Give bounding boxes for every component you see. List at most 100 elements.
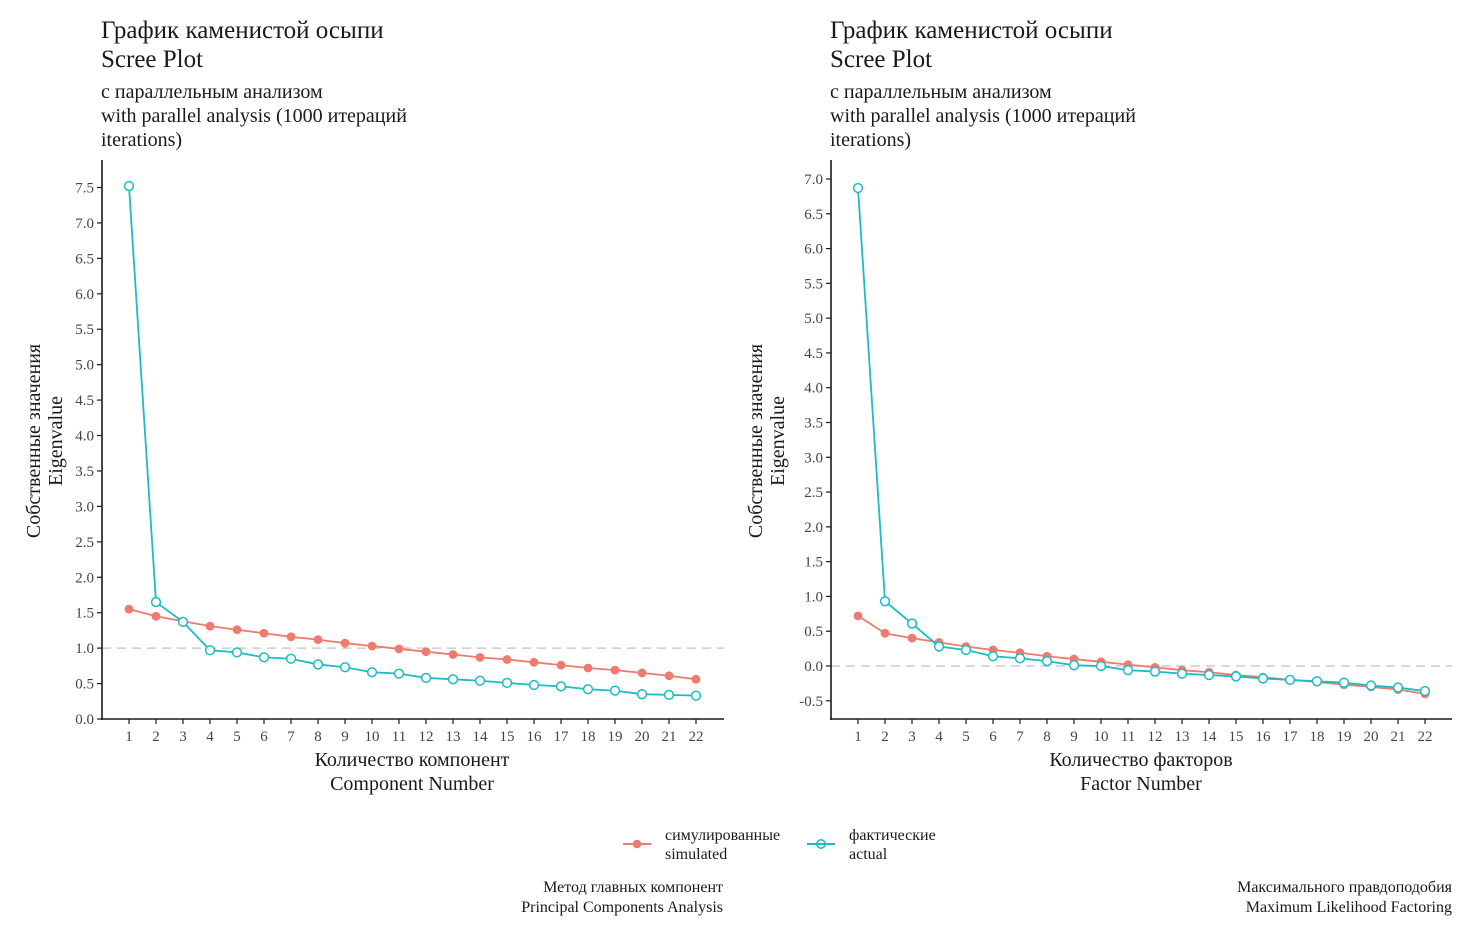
point-simulated: [367, 641, 377, 651]
chart-subtitle-ru: с параллельным анализом: [830, 81, 1052, 103]
method-caption-ru: Метод главных компонент: [543, 879, 723, 896]
panel-pca: График каменистой осыпи Scree Plot с пар…: [0, 0, 736, 937]
point-actual: [1338, 677, 1350, 688]
y-tick-label: 0.5: [75, 677, 94, 693]
x-tick-label: 8: [1043, 729, 1051, 745]
point-actual: [1041, 655, 1053, 667]
point-simulated: [205, 621, 215, 631]
x-tick-label: 11: [1121, 729, 1135, 745]
y-axis-label: Собственные значения: [745, 344, 767, 538]
x-tick-label: 6: [260, 729, 268, 745]
method-caption-en: Maximum Likelihood Factoring: [1245, 899, 1452, 916]
x-tick-label: 10: [365, 729, 380, 745]
x-tick-label: 4: [935, 729, 943, 745]
point-actual: [285, 653, 297, 664]
point-actual: [663, 689, 675, 701]
point-simulated: [232, 625, 242, 635]
method-caption-ru: Максимального правдоподобия: [1237, 879, 1452, 896]
x-tick-label: 16: [1256, 729, 1272, 745]
legend-key-simulated: [623, 839, 651, 849]
y-tick-label: 5.0: [804, 311, 823, 327]
chart-title: График каменистой осыпи Scree Plot: [101, 16, 384, 74]
y-tick-label: 6.5: [804, 207, 823, 223]
x-tick-label: 13: [1175, 729, 1190, 745]
y-tick-label: 6.0: [804, 242, 823, 258]
x-tick-label: 19: [1337, 729, 1352, 745]
point-simulated: [583, 663, 593, 673]
y-tick-label: 3.0: [804, 450, 823, 466]
x-tick-label: 6: [989, 729, 997, 745]
x-tick-label: 20: [1364, 729, 1379, 745]
x-tick-label: 4: [206, 729, 214, 745]
y-tick-label: 4.0: [804, 381, 823, 397]
method-caption: Максимального правдоподобия Maximum Like…: [1052, 878, 1452, 918]
legend: симулированные simulated фактические act…: [615, 822, 1015, 868]
x-tick-label: 9: [1070, 729, 1078, 745]
y-axis-label: Собственные значения: [23, 344, 45, 538]
chart-subtitle-en: with parallel analysis (1000 итераций: [101, 105, 407, 127]
point-actual: [312, 659, 324, 670]
point-actual: [366, 667, 378, 678]
series-line-actual: [857, 187, 1426, 692]
point-actual: [1392, 682, 1404, 693]
x-tick-label: 3: [908, 729, 916, 745]
point-simulated: [124, 604, 134, 614]
chart-subtitle: с параллельным анализом with parallel an…: [101, 80, 407, 152]
point-simulated: [286, 632, 296, 642]
x-tick-label: 15: [1229, 729, 1244, 745]
x-axis-label: Количество компонент: [315, 749, 510, 771]
y-tick-label: 7.0: [75, 216, 94, 232]
x-tick-label: 9: [341, 729, 349, 745]
x-tick-label: 22: [689, 729, 704, 745]
x-tick-label: 15: [500, 729, 515, 745]
point-actual: [1284, 674, 1296, 686]
x-axis-label-en: Component Number: [330, 773, 494, 795]
point-simulated: [610, 665, 620, 675]
x-tick-label: 22: [1418, 729, 1433, 745]
x-tick-label: 5: [962, 729, 970, 745]
point-simulated: [448, 650, 458, 659]
y-tick-label: 5.0: [75, 358, 94, 374]
point-actual: [1176, 668, 1188, 679]
y-tick-label: 5.5: [804, 276, 823, 292]
y-tick-label: -0.5: [799, 694, 823, 710]
series-line-simulated: [857, 615, 1426, 695]
x-tick-label: 7: [1016, 729, 1024, 745]
y-tick-label: 1.0: [75, 641, 94, 657]
y-axis-label-en: Eigenvalue: [45, 396, 67, 486]
point-actual: [150, 596, 162, 608]
chart-subtitle-en-2: iterations): [830, 129, 912, 151]
x-tick-label: 3: [179, 729, 187, 745]
point-simulated: [637, 668, 647, 678]
point-actual: [177, 616, 189, 628]
scree-plot-ml: -0.5 0.0 0.5 1.0 1.5 2.0 2.5 3.0 3.5 4.0 4.5 5.0 5.5…: [745, 160, 1452, 795]
point-simulated: [529, 657, 539, 667]
y-tick-label: 5.5: [75, 322, 94, 338]
y-tick-label: 2.0: [75, 570, 94, 586]
point-actual: [501, 677, 513, 689]
legend-key-actual: [807, 839, 835, 849]
point-actual: [1068, 660, 1080, 671]
point-simulated: [421, 647, 431, 657]
x-tick-label: 2: [881, 729, 889, 745]
y-tick-label: 3.5: [804, 416, 823, 432]
point-simulated: [475, 652, 485, 662]
x-tick-label: 17: [1283, 729, 1299, 745]
y-tick-label: 3.5: [75, 464, 94, 480]
x-axis-label: Количество факторов: [1049, 749, 1232, 771]
point-simulated: [880, 628, 890, 638]
y-tick-label: 0.0: [804, 659, 823, 675]
chart-subtitle-ru: с параллельным анализом: [101, 81, 323, 103]
x-tick-label: 17: [554, 729, 570, 745]
point-actual: [1122, 665, 1134, 676]
point-simulated: [151, 611, 161, 621]
y-tick-label: 0.0: [75, 712, 94, 728]
x-tick-label: 14: [1202, 729, 1218, 745]
point-actual: [1230, 671, 1242, 682]
point-actual: [636, 689, 648, 700]
x-tick-label: 8: [314, 729, 322, 745]
point-actual: [231, 647, 243, 658]
x-tick-label: 19: [608, 729, 623, 745]
y-tick-label: 6.5: [75, 251, 94, 267]
x-tick-label: 20: [635, 729, 650, 745]
